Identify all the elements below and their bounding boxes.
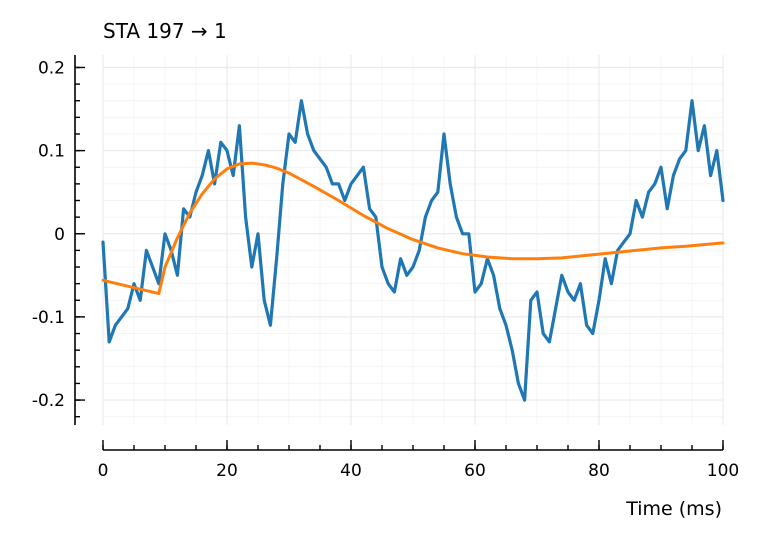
- y-tick-label: -0.2: [32, 391, 65, 411]
- y-tick-label: 0.2: [38, 58, 65, 78]
- chart-title: STA 197 → 1: [103, 19, 227, 43]
- y-tick-label: -0.1: [32, 308, 65, 328]
- series-line-1: [101, 99, 725, 402]
- chart-axes: 0 20 40 60 80 100 -0.2 -0.1 0 0.1 0.2: [32, 55, 739, 481]
- chart-grid: [102, 55, 724, 425]
- x-tick-label: 100: [707, 461, 739, 481]
- x-axis-label: Time (ms): [625, 498, 722, 520]
- x-tick-label: 60: [464, 461, 486, 481]
- x-tick-label: 80: [588, 461, 610, 481]
- x-tick-label: 40: [340, 461, 362, 481]
- series-line-2: [101, 161, 725, 296]
- x-tick-label: 20: [216, 461, 238, 481]
- chart-series-group: [101, 99, 725, 402]
- x-tick-label: 0: [98, 461, 109, 481]
- y-tick-label: 0: [54, 225, 65, 245]
- y-tick-label: 0.1: [38, 142, 65, 162]
